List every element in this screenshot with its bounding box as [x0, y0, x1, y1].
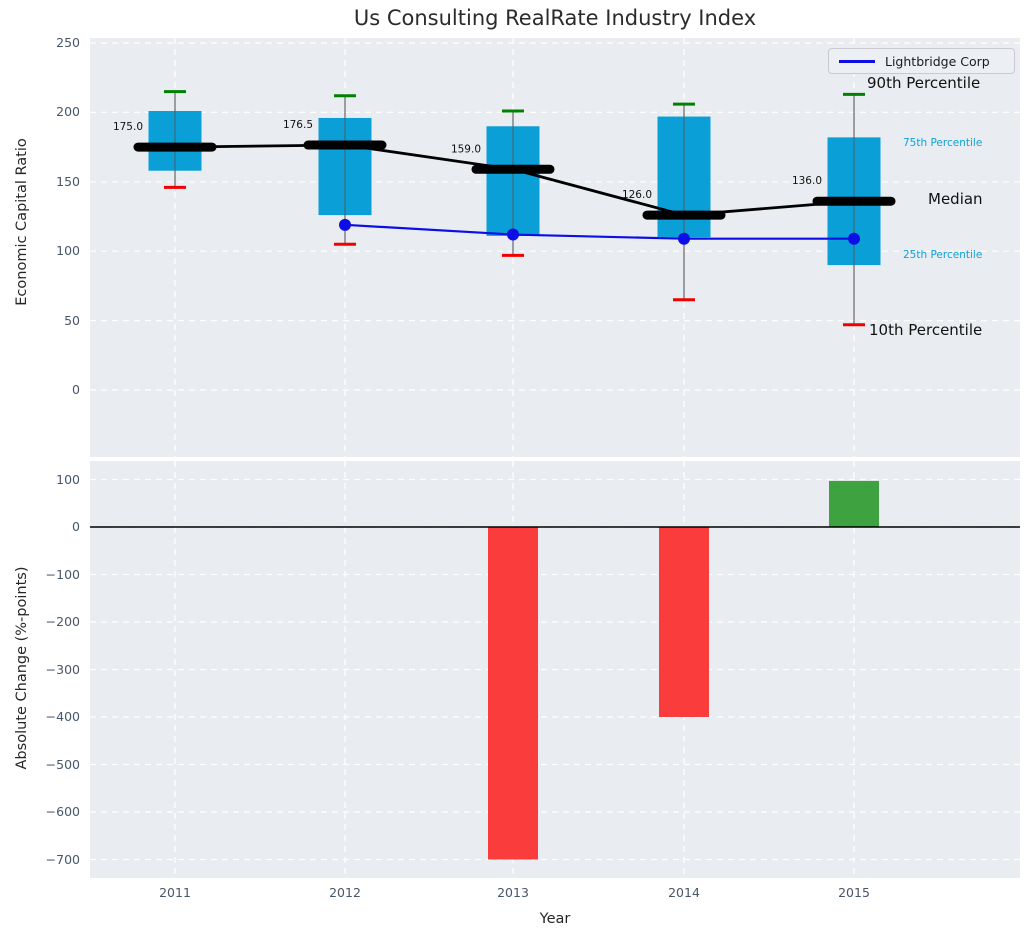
change-bar-2015 [829, 480, 879, 527]
change-bar-2014 [659, 527, 709, 717]
top-y-axis-label: Economic Capital Ratio [14, 138, 30, 306]
median-value-label-2015: 136.0 [792, 175, 822, 187]
median-value-label-2013: 159.0 [451, 143, 481, 155]
lightbridge-point-2014 [678, 232, 690, 245]
bottom-y-tick--300: −300 [45, 661, 80, 677]
bottom-chart-panel [90, 461, 1020, 878]
lightbridge-line [344, 223, 854, 240]
legend: Lightbridge Corp [828, 48, 1015, 74]
x-tick-2014: 2014 [668, 885, 700, 900]
top-y-tick-150: 150 [56, 173, 80, 189]
legend-label: Lightbridge Corp [885, 53, 990, 69]
top-chart-panel: 175.0 176.5 159.0 126.0 136.0 [90, 38, 1020, 457]
top-y-tick-50: 50 [64, 312, 80, 328]
bottom-y-tick-0: 0 [72, 519, 80, 534]
bar-chart-canvas [90, 461, 1020, 878]
bottom-y-tick-100: 100 [56, 471, 80, 487]
annotation-10th-percentile: 10th Percentile [869, 321, 983, 339]
top-y-tick-250: 250 [56, 35, 80, 50]
x-tick-2011: 2011 [159, 885, 191, 900]
bottom-y-tick--500: −500 [45, 756, 80, 772]
median-value-label-2012: 176.5 [283, 119, 313, 131]
x-tick-2012: 2012 [329, 885, 361, 900]
median-value-label-2014: 126.0 [622, 189, 652, 201]
bottom-y-tick--100: −100 [45, 566, 80, 582]
change-bar-2013 [488, 527, 538, 860]
x-tick-2013: 2013 [497, 885, 529, 900]
box-plot-canvas: 175.0 176.5 159.0 126.0 136.0 [90, 38, 1020, 457]
bottom-y-tick--600: −600 [45, 804, 80, 819]
lightbridge-point-2013 [507, 228, 519, 241]
top-y-tick-200: 200 [56, 104, 80, 120]
chart-title: Us Consulting RealRate Industry Index [353, 6, 757, 30]
bottom-y-tick--200: −200 [45, 614, 80, 629]
lightbridge-point-2015 [848, 232, 860, 245]
annotation-25th-percentile: 25th Percentile [903, 249, 983, 261]
bottom-y-tick--400: −400 [45, 709, 80, 724]
x-tick-2015: 2015 [838, 885, 870, 900]
median-value-label-2011: 175.0 [113, 121, 143, 133]
top-y-tick-0: 0 [72, 382, 80, 397]
annotation-90th-percentile: 90th Percentile [867, 74, 981, 92]
lightbridge-point-2012 [339, 218, 351, 231]
annotation-median: Median [928, 190, 983, 208]
annotation-75th-percentile: 75th Percentile [903, 137, 983, 149]
x-axis-label: Year [539, 911, 571, 927]
bottom-y-tick--700: −700 [45, 851, 80, 867]
legend-line-icon [839, 59, 875, 63]
top-y-tick-100: 100 [56, 243, 80, 259]
